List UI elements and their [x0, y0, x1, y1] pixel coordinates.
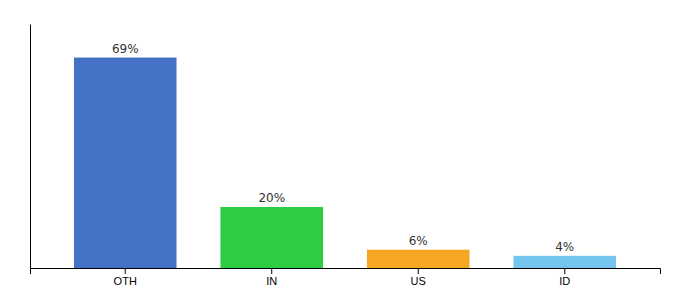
- data-label: 20%: [258, 191, 285, 205]
- plot: OTH IN US ID 69% 20% 6% 4%: [31, 25, 661, 287]
- y-axis: [30, 25, 31, 269]
- x-tick-mark: [271, 268, 272, 274]
- bar: [220, 207, 323, 268]
- x-tick-label: OTH: [114, 275, 137, 287]
- data-label: 4%: [555, 240, 574, 254]
- x-tick-mark: [418, 268, 419, 274]
- x-tick: ID: [559, 268, 570, 287]
- bars: [74, 58, 616, 268]
- bar: [74, 58, 177, 268]
- y-axis-line: [30, 25, 31, 269]
- x-tick: IN: [266, 268, 277, 287]
- bar: [513, 256, 616, 268]
- x-tick-label: US: [411, 275, 426, 287]
- bar: [367, 250, 470, 268]
- x-axis: OTH IN US ID: [31, 268, 661, 287]
- data-labels: 69% 20% 6% 4%: [112, 42, 574, 254]
- data-label: 69%: [112, 42, 139, 56]
- x-axis-line: [31, 269, 661, 275]
- data-label: 6%: [409, 234, 428, 248]
- x-tick: OTH: [114, 268, 137, 287]
- x-tick: US: [411, 268, 426, 287]
- x-tick-mark: [564, 268, 565, 274]
- chart: OTH IN US ID 69% 20% 6% 4%: [0, 0, 680, 300]
- x-tick-label: ID: [559, 275, 570, 287]
- x-tick-label: IN: [266, 275, 277, 287]
- x-tick-mark: [125, 268, 126, 274]
